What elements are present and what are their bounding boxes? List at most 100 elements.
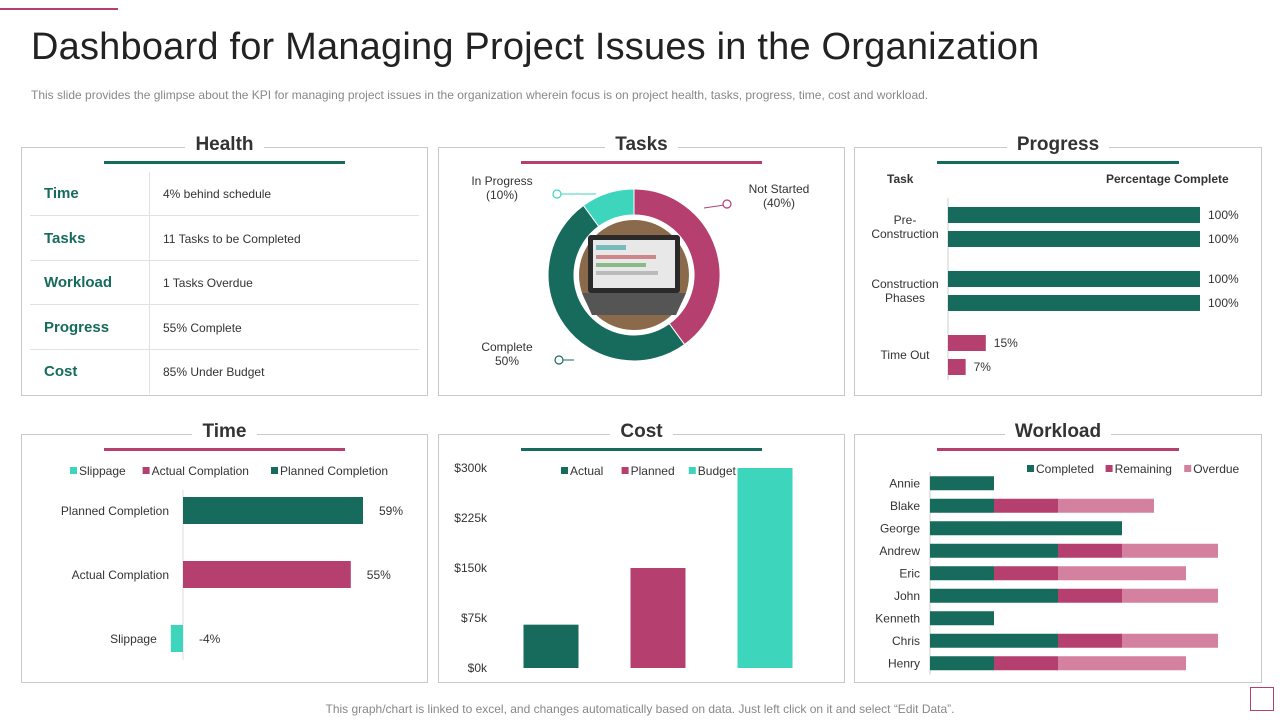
workload-bar-blake-completed xyxy=(930,498,994,513)
callout-marker-in-progress xyxy=(552,189,562,199)
workload-legend-swatch-overdue xyxy=(1184,465,1192,472)
time-panel-header: Time xyxy=(22,420,427,454)
progress-col-percent: Percentage Complete xyxy=(1106,172,1229,186)
workload-bar-blake-remaining xyxy=(994,498,1058,513)
cost-ytick-label: $0k xyxy=(468,661,488,675)
progress-category-label: Phases xyxy=(885,291,925,305)
callout-marker-not-started xyxy=(722,199,732,209)
workload-bar-eric-remaining xyxy=(994,566,1058,581)
workload-bar-andrew-overdue xyxy=(1122,543,1218,558)
time-value-label: 55% xyxy=(367,568,391,582)
progress-panel-header: Progress xyxy=(855,133,1261,167)
workload-person-label: Henry xyxy=(888,656,920,670)
time-legend-swatch-actual-complation xyxy=(142,467,150,474)
time-title: Time xyxy=(192,421,257,442)
progress-panel: Progress Task Percentage Complete Pre- Co… xyxy=(854,134,1262,396)
health-row-cost: Cost 85% Under Budget xyxy=(30,350,419,394)
cost-legend-label: Planned xyxy=(631,464,675,478)
progress-bar-pre-construction-2 xyxy=(948,231,1200,247)
progress-title: Progress xyxy=(1006,134,1110,155)
workload-header-bar xyxy=(937,448,1179,451)
workload-person-label: Chris xyxy=(892,634,920,648)
workload-stacked-bar-chart: Completed Remaining Overdue Annie Blake Georg… xyxy=(875,462,1240,675)
workload-person-label: John xyxy=(894,589,920,603)
callout-label-in-progress: In Progress xyxy=(471,174,532,188)
corner-frame xyxy=(1250,687,1274,711)
progress-value-label: 100% xyxy=(1208,208,1239,222)
progress-value-label: 7% xyxy=(974,360,992,374)
workload-legend-label: Completed xyxy=(1036,462,1094,476)
progress-header-bar xyxy=(937,161,1179,164)
workload-bar-eric-completed xyxy=(930,566,994,581)
time-legend-label: Slippage xyxy=(79,464,126,478)
progress-value-label: 100% xyxy=(1208,272,1239,286)
health-value: 4% behind schedule xyxy=(163,187,272,201)
time-category-label: Slippage xyxy=(110,632,157,646)
health-row-progress: Progress 55% Complete xyxy=(30,306,419,350)
workload-bar-henry-overdue xyxy=(1058,656,1186,671)
cost-header-bar xyxy=(521,448,762,451)
top-accent-line xyxy=(0,8,118,10)
workload-bar-chris-completed xyxy=(930,633,1058,648)
workload-person-label: George xyxy=(880,521,920,535)
workload-person-label: Eric xyxy=(899,566,920,580)
time-category-label: Planned Completion xyxy=(61,504,169,518)
page-title: Dashboard for Managing Project Issues in… xyxy=(31,26,1040,68)
progress-bar-time-out-2 xyxy=(948,359,966,375)
health-label: Workload xyxy=(44,274,113,291)
workload-bar-george-completed xyxy=(930,521,1122,536)
progress-category-label: Time Out xyxy=(881,348,931,362)
cost-ytick-label: $75k xyxy=(461,611,488,625)
progress-category-label: Pre- xyxy=(894,213,917,227)
progress-value-label: 100% xyxy=(1208,296,1239,310)
health-label: Time xyxy=(44,185,79,202)
callout-label-not-started: Not Started xyxy=(749,182,810,196)
health-row-time: Time 4% behind schedule xyxy=(30,172,419,216)
cost-bar-planned xyxy=(630,568,686,668)
cost-legend-label: Budget xyxy=(698,464,737,478)
workload-bar-kenneth-completed xyxy=(930,611,994,626)
cost-title: Cost xyxy=(610,421,673,442)
time-panel: Time Slippage Actual Complation Planned Co… xyxy=(21,421,428,683)
donut-slice-in-progress xyxy=(582,188,635,228)
time-bar-actual-complation xyxy=(183,561,351,588)
health-label: Cost xyxy=(44,363,78,380)
health-value: 55% Complete xyxy=(163,320,242,335)
time-bar-planned-completion xyxy=(183,497,363,524)
progress-value-label: 100% xyxy=(1208,232,1239,246)
footer-note: This graph/chart is linked to excel, and… xyxy=(325,702,955,716)
health-panel: Health Time 4% behind schedule Tasks 11 Tas… xyxy=(21,134,428,396)
time-value-label: -4% xyxy=(199,632,221,646)
progress-value-label: 15% xyxy=(994,336,1018,350)
workload-bar-andrew-completed xyxy=(930,543,1058,558)
health-label: Tasks xyxy=(44,229,86,247)
workload-bar-henry-remaining xyxy=(994,656,1058,671)
workload-person-label: Annie xyxy=(889,476,920,490)
workload-person-label: Andrew xyxy=(879,544,920,558)
health-row-workload: Workload 1 Tasks Overdue xyxy=(30,261,419,305)
workload-bar-blake-overdue xyxy=(1058,498,1154,513)
workload-bar-annie-completed xyxy=(930,476,994,491)
workload-bar-henry-completed xyxy=(930,656,994,671)
progress-category-label: Construction xyxy=(871,277,938,291)
workload-legend-swatch-remaining xyxy=(1105,465,1113,472)
health-value: 85% Under Budget xyxy=(163,365,265,379)
time-value-label: 59% xyxy=(379,504,403,518)
progress-category-label: Construction xyxy=(871,227,938,241)
workload-bar-eric-overdue xyxy=(1058,566,1186,581)
time-bar-slippage xyxy=(170,625,183,652)
workload-person-label: Kenneth xyxy=(875,611,920,625)
callout-pct-in-progress: (10%) xyxy=(486,188,518,202)
tasks-header-bar xyxy=(521,161,762,164)
time-category-label: Actual Complation xyxy=(72,568,169,582)
progress-bar-construction-phases-2 xyxy=(948,295,1200,311)
health-column-divider xyxy=(149,172,150,394)
health-panel-header: Health xyxy=(22,133,427,167)
cost-ytick-label: $150k xyxy=(454,561,488,575)
time-legend-swatch-planned-completion xyxy=(271,467,278,474)
callout-marker-complete xyxy=(554,355,564,365)
workload-bar-andrew-remaining xyxy=(1058,543,1122,558)
workload-panel: Workload Completed Remaining Overdue Annie B… xyxy=(854,421,1262,683)
workload-legend-swatch-completed xyxy=(1027,465,1034,472)
